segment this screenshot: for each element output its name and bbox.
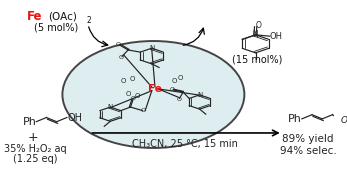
Text: O: O (125, 91, 130, 97)
Text: O: O (340, 115, 347, 125)
Text: Fe: Fe (148, 84, 162, 94)
Text: O: O (171, 78, 177, 84)
Text: N: N (149, 45, 154, 51)
Text: OH: OH (269, 32, 282, 41)
Text: O: O (178, 75, 183, 81)
Text: 89% yield: 89% yield (282, 134, 334, 144)
Text: +: + (28, 131, 39, 144)
Text: CH₃CN, 25 °C, 15 min: CH₃CN, 25 °C, 15 min (132, 139, 238, 149)
Text: 35% H₂O₂ aq: 35% H₂O₂ aq (4, 144, 67, 154)
Circle shape (62, 41, 244, 148)
Text: 94% selec.: 94% selec. (280, 146, 337, 156)
Text: (1.25 eq): (1.25 eq) (13, 154, 58, 164)
Text: (15 mol%): (15 mol%) (232, 55, 282, 65)
Text: O: O (116, 42, 120, 46)
Text: O: O (119, 55, 124, 60)
Text: O: O (130, 96, 135, 101)
Text: OH: OH (68, 112, 83, 122)
Text: Fe: Fe (27, 10, 43, 23)
Text: (OAc): (OAc) (48, 12, 77, 22)
Text: N: N (197, 92, 202, 98)
Text: O: O (255, 21, 261, 30)
Text: O: O (135, 93, 140, 99)
Text: (5 mol%): (5 mol%) (34, 23, 78, 33)
Text: O: O (177, 97, 182, 102)
Text: N: N (253, 30, 259, 39)
Text: O: O (130, 76, 135, 81)
Text: O: O (170, 87, 175, 92)
Text: O: O (141, 108, 146, 113)
Text: Ph: Ph (23, 117, 36, 127)
Text: 2: 2 (86, 16, 91, 25)
Text: Ph: Ph (287, 114, 301, 124)
Text: O: O (120, 78, 126, 84)
Text: N: N (108, 104, 113, 110)
